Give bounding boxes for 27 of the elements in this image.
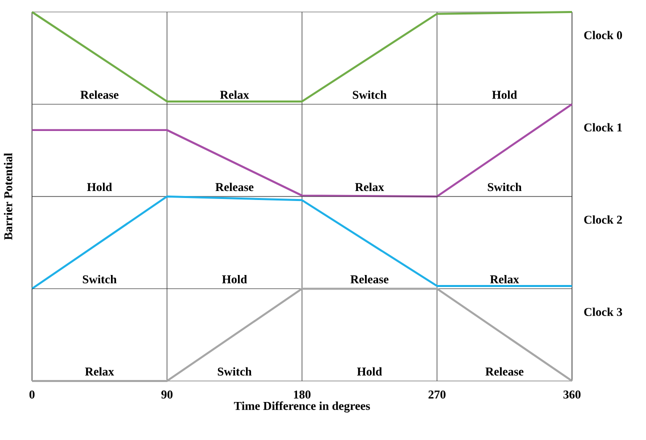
text: Clock 0 [584,30,622,40]
text: Clock 3 [584,308,622,316]
annotation: Hold [357,367,382,376]
annotation: Hold [87,182,112,192]
annotation: Hold [492,90,517,99]
annotation: Release [80,90,118,99]
text: Clock 1 [584,123,622,132]
annotation: Switch [82,274,117,284]
x-tick-label: 270 [428,390,446,399]
text: Clock 2 [584,215,622,224]
y-axis-title: Barrier Potential [4,153,12,240]
annotation: Switch [352,90,387,99]
annotation: Switch [488,182,522,192]
annotation: Switch [218,367,252,376]
annotation: Release [485,367,524,376]
x-tick-label: 0 [29,390,35,399]
annotation: Relax [220,90,250,99]
annotation: Relax [355,182,384,192]
annotation: Release [215,182,254,192]
annotation: Release [350,274,388,284]
x-tick-label: 180 [294,390,311,399]
annotation: Hold [222,274,248,284]
x-tick-label: 360 [563,390,581,399]
annotation: Relax [85,367,114,376]
annotation: Relax [490,274,520,284]
x-axis-title: Time Difference in degrees [234,401,370,412]
x-tick-label: 90 [161,390,173,399]
